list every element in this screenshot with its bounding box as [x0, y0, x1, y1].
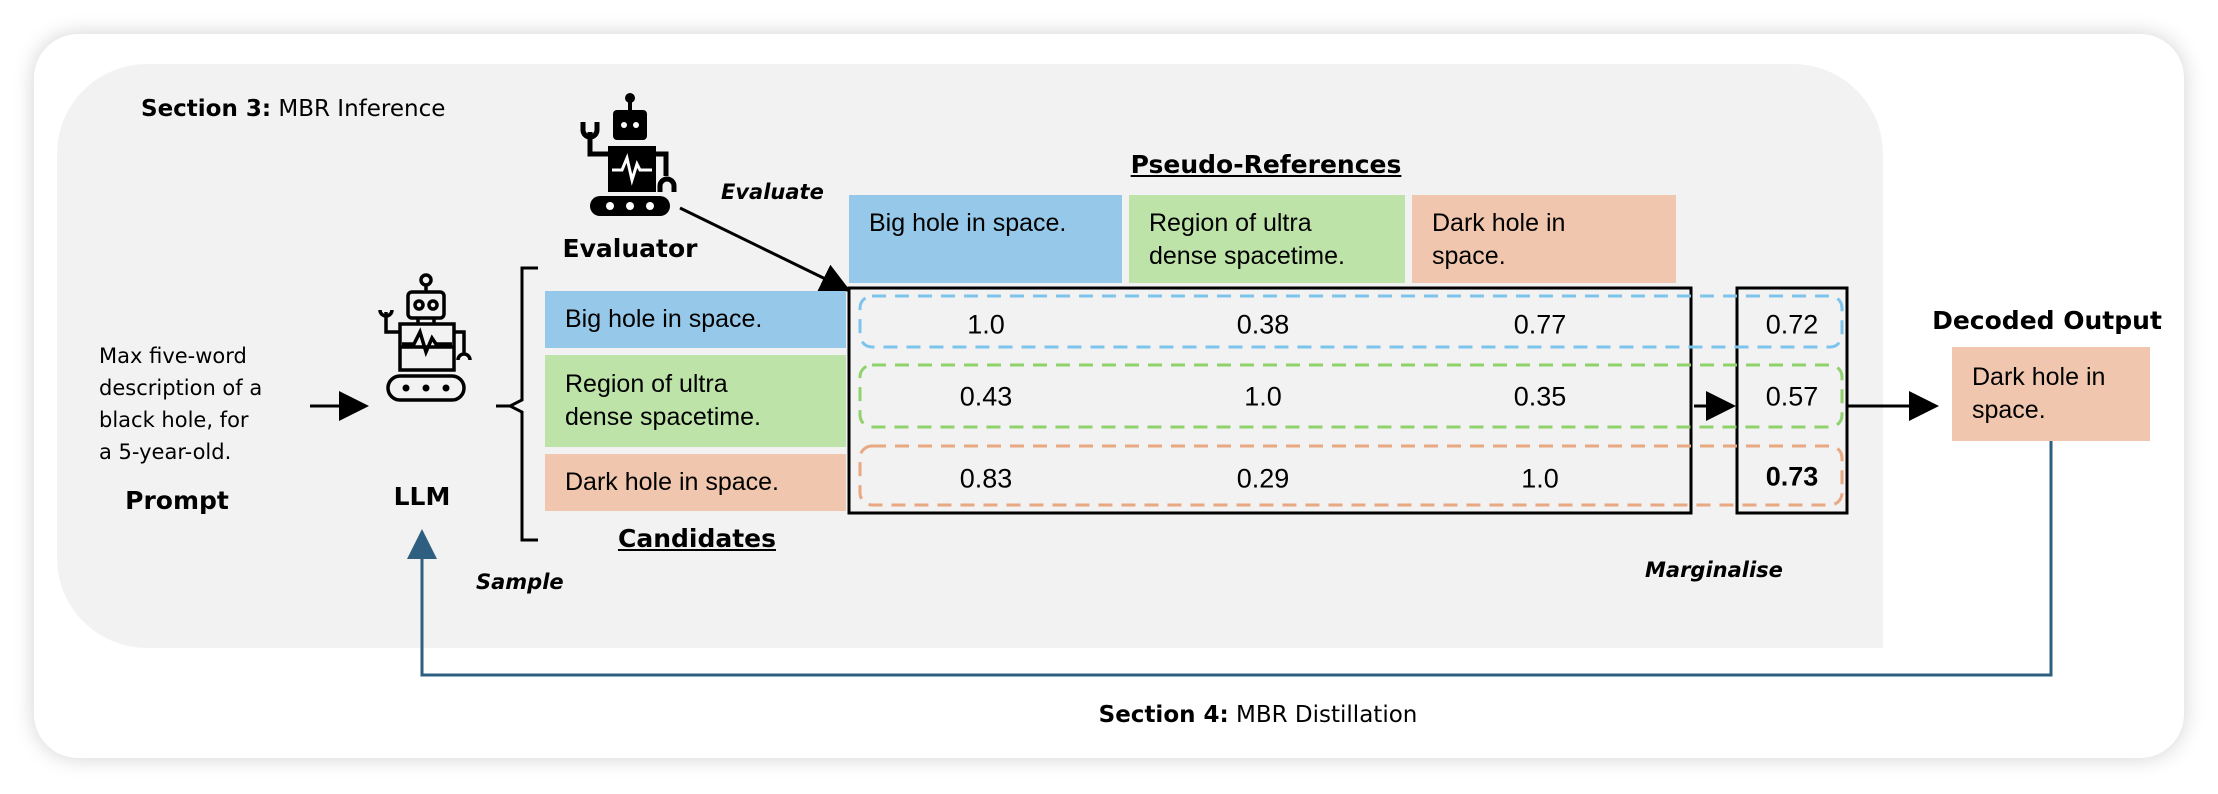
- score-cell: 0.43: [959, 381, 1013, 412]
- evaluate-arrow: [679, 206, 851, 292]
- marginal-box-border: [1735, 286, 1849, 515]
- section4-title: Section 4: MBR Distillation: [1098, 702, 1418, 728]
- prompt-text: Max five-word description of a black hole,…: [99, 344, 263, 464]
- candidates-label: Candidates: [617, 524, 777, 553]
- pseudo-references-label: Pseudo-References: [1130, 150, 1402, 179]
- pseudo-reference-1: Big hole in space.: [849, 195, 1122, 283]
- score-cell: 1.0: [967, 309, 1005, 340]
- section3-title: Section 3: MBR Inference: [141, 96, 446, 122]
- evaluator-label: Evaluator: [562, 234, 698, 263]
- score-cell: 0.77: [1513, 309, 1567, 340]
- candidate-3: Dark hole in space.: [545, 454, 846, 511]
- marginalise-label: Marginalise: [1645, 558, 1783, 582]
- decoded-output-box: Dark hole in space.: [1952, 347, 2150, 441]
- marginal-score: 0.57: [1765, 381, 1819, 412]
- marginal-score-best: 0.73: [1765, 461, 1819, 492]
- row-dashed-blue: [858, 294, 1844, 349]
- row-dashed-green: [858, 363, 1844, 429]
- score-cell: 1.0: [1244, 381, 1282, 412]
- prompt-label: Prompt: [125, 486, 229, 515]
- score-cell: 1.0: [1521, 463, 1559, 494]
- row-dashed-orange: [858, 444, 1844, 507]
- mbr-inference-panel: [57, 64, 1883, 648]
- candidates-brace: [506, 266, 538, 542]
- distillation-feedback-line: [407, 441, 2053, 677]
- llm-robot-icon: [378, 273, 472, 402]
- llm-label: LLM: [393, 482, 451, 511]
- marginal-score: 0.72: [1765, 309, 1819, 340]
- candidate-2: Region of ultra dense spacetime.: [545, 355, 846, 447]
- score-cell: 0.83: [959, 463, 1013, 494]
- candidate-1: Big hole in space.: [545, 291, 846, 348]
- evaluate-label: Evaluate: [721, 180, 824, 204]
- score-cell: 0.35: [1513, 381, 1567, 412]
- score-cell: 0.29: [1236, 463, 1290, 494]
- sample-label: Sample: [476, 570, 564, 594]
- pseudo-reference-2: Region of ultra dense spacetime.: [1129, 195, 1405, 283]
- pseudo-reference-3: Dark hole in space.: [1412, 195, 1676, 283]
- score-matrix-border: [847, 286, 1693, 515]
- score-cell: 0.38: [1236, 309, 1290, 340]
- decoded-output-label: Decoded Output: [1932, 306, 2162, 335]
- evaluator-robot-icon: [580, 93, 677, 216]
